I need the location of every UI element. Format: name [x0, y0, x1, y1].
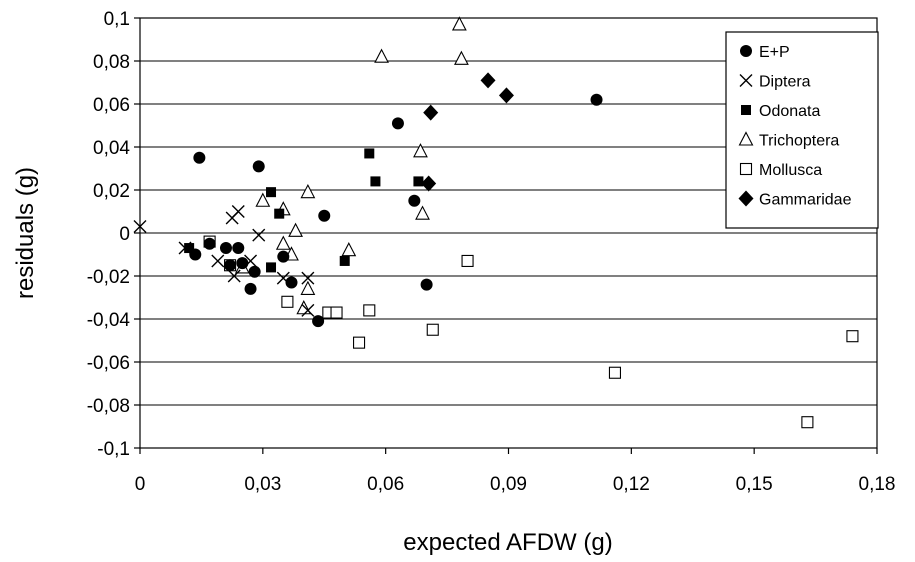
point-mollusca	[353, 336, 366, 349]
legend-marker	[741, 105, 751, 115]
y-tick-label: 0	[119, 224, 130, 245]
y-tick-label: 0,04	[93, 138, 130, 159]
point-mollusca	[461, 254, 474, 267]
y-axis-title: residuals (g)	[12, 167, 39, 299]
x-tick-label: 0,09	[490, 474, 527, 495]
point-odonata	[184, 243, 195, 254]
y-tick-label: -0,04	[87, 310, 131, 331]
y-tick-label: 0,06	[93, 95, 130, 116]
legend-marker	[738, 131, 754, 146]
legend-label: Odonata	[759, 103, 820, 120]
point-mollusca	[281, 295, 294, 308]
point-e-p	[244, 282, 257, 295]
y-tick-label: 0,1	[104, 9, 130, 30]
legend-marker	[738, 190, 754, 207]
point-diptera	[227, 269, 241, 283]
point-mollusca	[801, 416, 814, 429]
point-e-p	[232, 242, 245, 255]
legend-label: E+P	[759, 44, 790, 61]
legend-box	[725, 31, 879, 229]
x-tick-label: 0,15	[736, 474, 773, 495]
point-diptera	[133, 220, 147, 234]
x-tick-label: 0,18	[859, 474, 896, 495]
point-odonata	[413, 176, 424, 187]
point-e-p	[408, 194, 421, 207]
point-trichoptera	[415, 205, 430, 220]
point-mollusca	[426, 323, 439, 336]
x-tick-label: 0,06	[367, 474, 404, 495]
point-e-p	[236, 257, 249, 270]
legend-label: Mollusca	[759, 162, 822, 179]
point-e-p	[203, 237, 216, 250]
x-tick-label: 0,12	[613, 474, 650, 495]
point-trichoptera	[300, 280, 316, 295]
point-odonata	[266, 187, 277, 198]
point-diptera	[252, 228, 266, 242]
point-e-p	[590, 93, 603, 106]
point-odonata	[370, 176, 381, 187]
x-axis-ticks: 0 0,03 0,06 0,09 0,12 0,15 0,18	[135, 448, 896, 495]
point-trichoptera	[454, 50, 469, 65]
point-e-p	[252, 160, 265, 173]
point-e-p	[312, 315, 325, 328]
point-trichoptera	[413, 143, 428, 158]
y-tick-label: 0,02	[93, 181, 130, 202]
point-e-p	[193, 151, 206, 164]
x-tick-label: 0	[135, 474, 146, 495]
point-trichoptera	[451, 16, 467, 31]
point-trichoptera	[300, 183, 316, 199]
y-tick-label: -0,06	[87, 353, 130, 374]
point-diptera	[301, 271, 315, 285]
data-points	[133, 16, 859, 429]
point-trichoptera	[255, 192, 271, 207]
x-tick-label: 0,03	[244, 474, 281, 495]
point-diptera	[301, 303, 315, 317]
point-trichoptera	[275, 235, 291, 250]
legend-marker	[740, 45, 752, 57]
legend-label: Trichoptera	[759, 133, 839, 150]
legend: E+P Diptera Odonata Trichoptera Mollusca Gamm…	[725, 31, 879, 229]
point-mollusca	[846, 330, 859, 343]
y-tick-label: -0,08	[87, 396, 130, 417]
point-e-p	[277, 250, 290, 263]
point-mollusca	[608, 366, 622, 379]
legend-marker	[739, 74, 753, 87]
point-gammaridae	[498, 87, 514, 104]
point-trichoptera	[288, 222, 303, 237]
point-trichoptera	[341, 242, 357, 257]
y-tick-label: 0,08	[93, 52, 130, 73]
point-gammaridae	[480, 72, 496, 89]
point-e-p	[189, 248, 202, 261]
point-trichoptera	[296, 300, 312, 315]
point-e-p	[318, 209, 331, 222]
legend-label: Diptera	[759, 74, 811, 91]
y-tick-label: -0,02	[87, 267, 130, 288]
point-e-p	[224, 259, 237, 272]
point-odonata	[274, 208, 285, 219]
point-e-p	[248, 265, 261, 278]
legend-label: Gammaridae	[759, 192, 852, 209]
point-trichoptera	[374, 48, 389, 63]
point-mollusca	[330, 306, 343, 319]
point-odonata	[364, 148, 375, 159]
point-odonata	[266, 262, 277, 273]
point-odonata	[339, 255, 350, 266]
y-tick-label: -0,1	[97, 439, 130, 460]
point-e-p	[219, 242, 232, 255]
point-e-p	[391, 117, 404, 130]
x-axis-title: expected AFDW (g)	[403, 529, 612, 556]
point-diptera	[231, 205, 245, 218]
legend-marker	[739, 162, 753, 176]
point-e-p	[285, 276, 298, 289]
point-e-p	[420, 278, 433, 291]
y-axis-ticks: -0,1 -0,08 -0,06 -0,04 -0,02 0 0,02 0,04 0,06 0,0…	[87, 9, 140, 460]
point-diptera	[211, 254, 225, 268]
point-gammaridae	[423, 104, 439, 121]
point-mollusca	[363, 304, 376, 317]
point-gammaridae	[421, 175, 437, 192]
